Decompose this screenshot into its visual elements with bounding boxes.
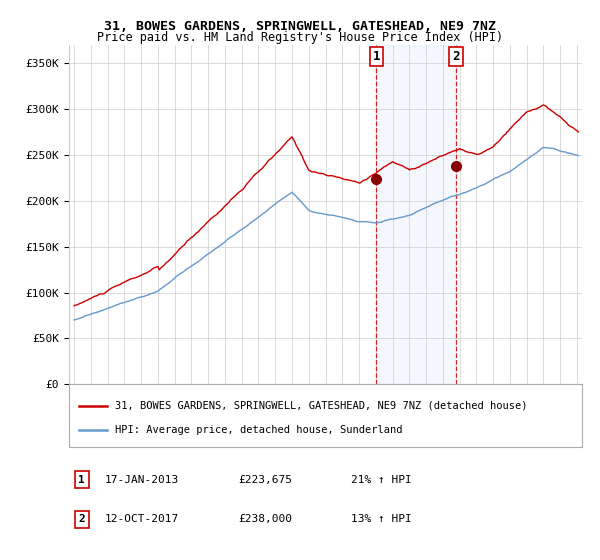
Text: 17-JAN-2013: 17-JAN-2013 [105,475,179,485]
Bar [376,45,456,384]
Text: 13% ↑ HPI: 13% ↑ HPI [351,514,412,524]
Text: Price paid vs. HM Land Registry's House Price Index (HPI): Price paid vs. HM Land Registry's House … [97,31,503,44]
Text: 1: 1 [79,475,85,485]
Text: £238,000: £238,000 [238,514,292,524]
Text: 21% ↑ HPI: 21% ↑ HPI [351,475,412,485]
Text: HPI: Average price, detached house, Sunderland: HPI: Average price, detached house, Sund… [115,426,403,435]
Text: 12-OCT-2017: 12-OCT-2017 [105,514,179,524]
Text: 31, BOWES GARDENS, SPRINGWELL, GATESHEAD, NE9 7NZ: 31, BOWES GARDENS, SPRINGWELL, GATESHEAD… [104,20,496,32]
Text: 2: 2 [452,50,460,63]
Text: 2: 2 [79,514,85,524]
FancyBboxPatch shape [69,384,582,447]
Text: 1: 1 [373,50,380,63]
Text: £223,675: £223,675 [238,475,292,485]
Text: 31, BOWES GARDENS, SPRINGWELL, GATESHEAD, NE9 7NZ (detached house): 31, BOWES GARDENS, SPRINGWELL, GATESHEAD… [115,401,527,410]
